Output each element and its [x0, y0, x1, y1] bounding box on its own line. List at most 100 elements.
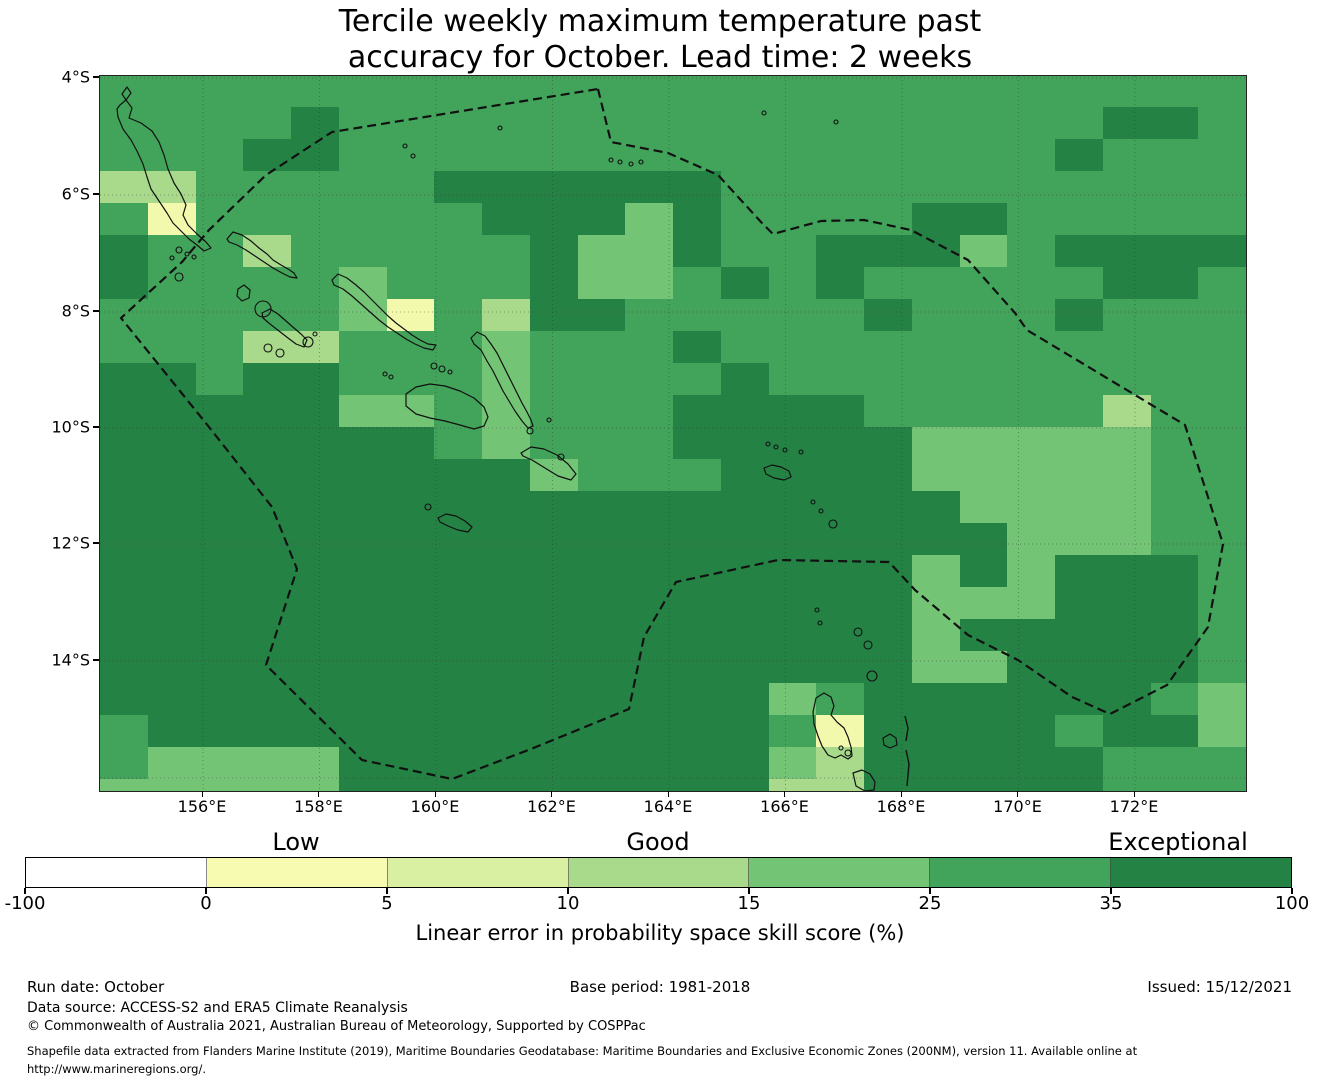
heatmap-cell	[720, 203, 770, 236]
heatmap-cell	[864, 683, 913, 716]
heatmap-cell	[243, 683, 292, 716]
heatmap-cell	[625, 619, 674, 652]
island-outline-buka	[121, 86, 132, 101]
heatmap-cell	[291, 139, 340, 172]
lon-tick-mark	[784, 791, 786, 797]
heatmap-cell	[1007, 619, 1056, 652]
heatmap-cell	[577, 363, 626, 396]
heatmap-cell	[1007, 363, 1056, 396]
heatmap-cell	[434, 235, 483, 268]
heatmap-cell	[147, 76, 197, 108]
heatmap-cell	[1055, 651, 1104, 684]
heatmap-cell	[1150, 683, 1199, 716]
heatmap-cell	[768, 171, 817, 204]
heatmap-cell	[1055, 139, 1104, 172]
heatmap-cell	[1007, 395, 1056, 428]
heatmap-cell	[434, 203, 483, 236]
heatmap-cell	[816, 491, 865, 524]
heatmap-cell	[816, 107, 865, 140]
heatmap-cell	[529, 683, 579, 716]
heatmap-cell	[959, 427, 1008, 460]
colorbar-segment	[930, 858, 1112, 887]
heatmap-cell	[291, 235, 340, 268]
small-island	[863, 640, 873, 650]
heatmap-cell	[1198, 619, 1246, 652]
heatmap-cell	[1102, 747, 1152, 780]
heatmap-cell	[243, 715, 292, 748]
heatmap-cell	[720, 267, 770, 300]
heatmap-cell	[1102, 555, 1152, 588]
heatmap-cell	[100, 555, 149, 588]
heatmap-cell	[577, 491, 626, 524]
heatmap-cell	[100, 459, 149, 492]
heatmap-cell	[529, 555, 579, 588]
heatmap-cell	[864, 235, 913, 268]
colorbar-segment	[1111, 858, 1292, 887]
heatmap-cell	[673, 715, 722, 748]
lon-tick-label: 170°E	[993, 797, 1042, 816]
colorbar-segment	[568, 858, 750, 887]
heatmap-cell	[482, 107, 531, 140]
heatmap-cell	[911, 203, 961, 236]
heatmap-cell	[386, 651, 435, 684]
heatmap-cell	[1198, 715, 1246, 748]
heatmap-cell	[529, 459, 579, 492]
heatmap-cell	[768, 107, 817, 140]
heatmap-cell	[291, 715, 340, 748]
heatmap-cell	[529, 651, 579, 684]
colorbar-tick-label: 100	[1274, 893, 1310, 914]
heatmap-cell	[1150, 747, 1199, 780]
island-outline-malaita	[470, 331, 534, 429]
heatmap-cell	[482, 523, 531, 556]
heatmap-cell	[673, 267, 722, 300]
heatmap-cell	[816, 587, 865, 620]
heatmap-cell	[100, 587, 149, 620]
small-island	[410, 153, 416, 159]
small-island	[814, 607, 820, 613]
small-island	[388, 374, 394, 380]
heatmap-cell	[147, 747, 197, 780]
small-island	[810, 499, 816, 505]
small-island	[546, 417, 552, 423]
heatmap-cell	[338, 459, 388, 492]
heatmap-cell	[291, 427, 340, 460]
heatmap-cell	[673, 459, 722, 492]
heatmap-cell	[434, 523, 483, 556]
colorbar-category-good: Good	[626, 828, 690, 856]
heatmap-cell	[864, 779, 913, 791]
heatmap-cell	[1055, 619, 1104, 652]
heatmap-cell	[864, 523, 913, 556]
lat-tick-mark	[93, 426, 99, 428]
heatmap-cell	[482, 171, 531, 204]
heatmap-cell	[529, 331, 579, 364]
heatmap-cell	[625, 331, 674, 364]
heatmap-cell	[338, 427, 388, 460]
heatmap-cell	[720, 331, 770, 364]
island-outline-makira	[520, 446, 577, 481]
heatmap-cell	[1150, 715, 1199, 748]
heatmap-cell	[1198, 395, 1246, 428]
heatmap-cell	[1007, 491, 1056, 524]
lon-tick-label: 160°E	[410, 797, 460, 816]
heatmap-cell	[673, 331, 722, 364]
heatmap-cell	[195, 363, 244, 396]
colorbar-segment	[26, 858, 207, 887]
figure-title-line1: Tercile weekly maximum temperature past	[338, 4, 982, 39]
island-outline-maewo	[904, 715, 909, 742]
heatmap-cell	[911, 363, 961, 396]
heatmap-cell	[1102, 619, 1152, 652]
map-plot-area	[99, 75, 1247, 792]
heatmap-cell	[768, 779, 817, 791]
heatmap-cell	[529, 299, 579, 332]
heatmap-cell	[816, 747, 865, 780]
heatmap-cell	[816, 683, 865, 716]
small-island	[853, 627, 863, 637]
heatmap-cell	[243, 747, 292, 780]
heatmap-cell	[434, 459, 483, 492]
small-island	[828, 519, 838, 529]
colorbar-category-low: Low	[272, 828, 320, 856]
heatmap-cell	[482, 683, 531, 716]
heatmap-cell	[1055, 555, 1104, 588]
lon-tick-mark	[1133, 791, 1135, 797]
heatmap-cell	[959, 651, 1008, 684]
